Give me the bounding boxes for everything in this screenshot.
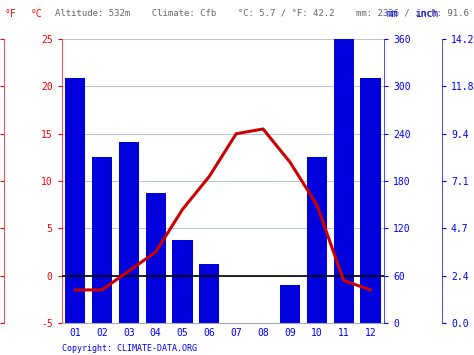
Bar — [280, 285, 300, 323]
Text: inch: inch — [415, 9, 438, 19]
Text: °C: °C — [31, 9, 43, 19]
Text: mm: mm — [386, 9, 398, 19]
Bar — [334, 39, 354, 323]
Text: Copyright: CLIMATE-DATA.ORG: Copyright: CLIMATE-DATA.ORG — [62, 344, 197, 353]
Bar — [173, 240, 192, 323]
Bar — [307, 157, 327, 323]
Bar — [360, 78, 381, 323]
Bar — [146, 193, 166, 323]
Text: °F: °F — [5, 9, 17, 19]
Bar — [118, 142, 139, 323]
Text: Altitude: 532m    Climate: Cfb    °C: 5.7 / °F: 42.2    mm: 2326 / inch: 91.6: Altitude: 532m Climate: Cfb °C: 5.7 / °F… — [55, 9, 468, 18]
Bar — [92, 157, 112, 323]
Bar — [199, 264, 219, 323]
Bar — [226, 323, 246, 347]
Bar — [65, 78, 85, 323]
Bar — [253, 323, 273, 339]
